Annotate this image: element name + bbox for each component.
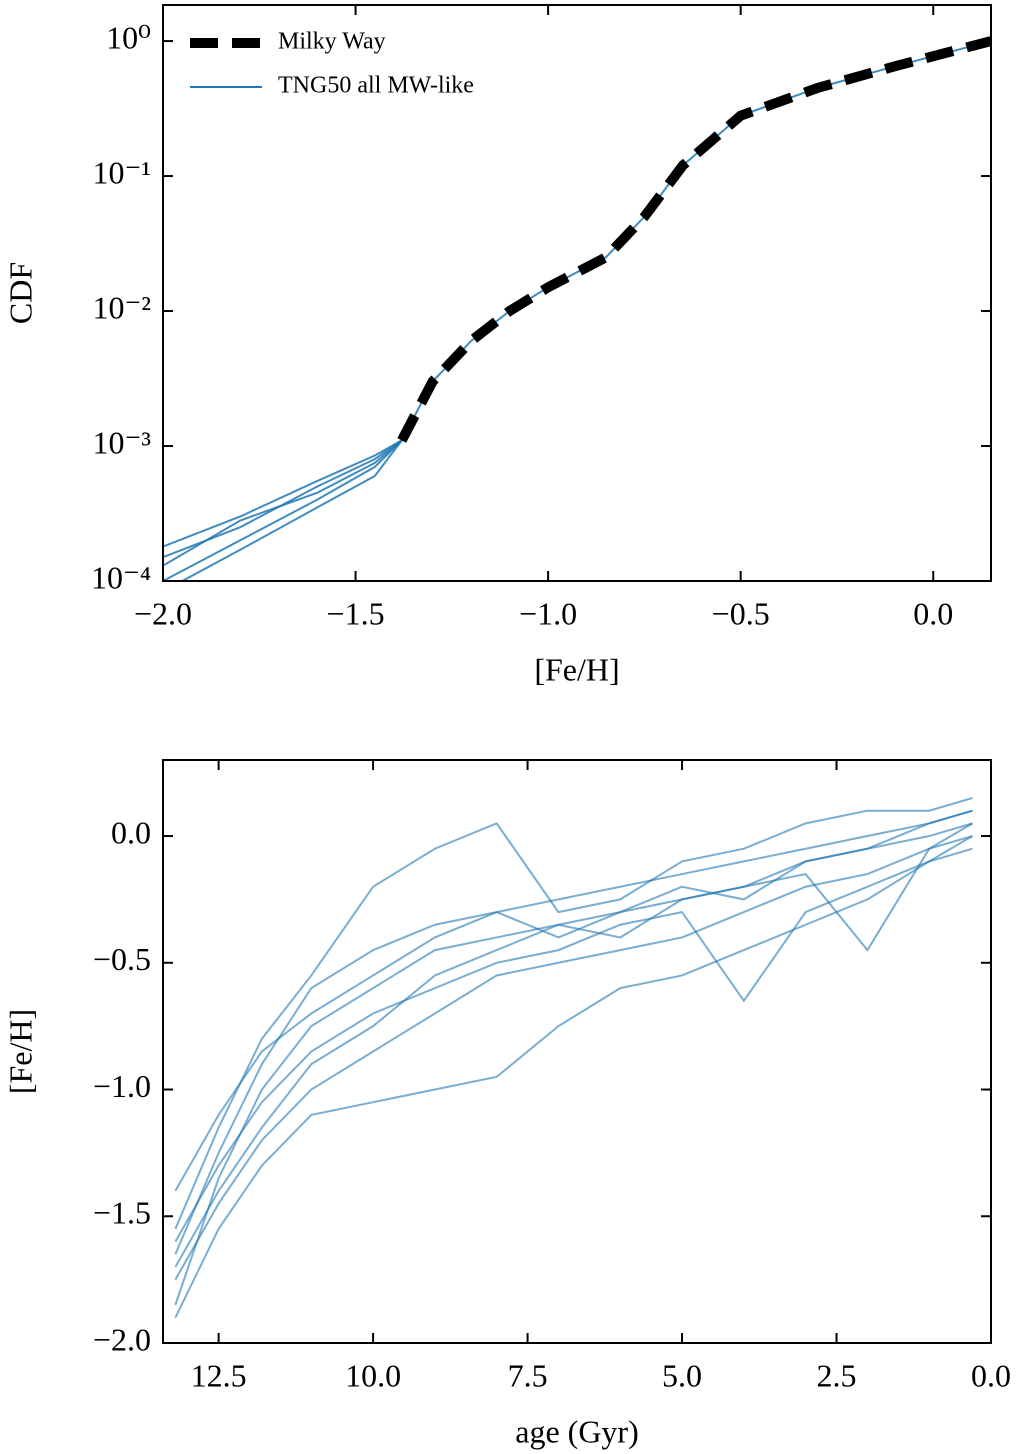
data-line <box>174 822 973 1268</box>
y-tick-label: −1.5 <box>93 1195 151 1231</box>
data-line <box>174 797 973 1230</box>
data-line <box>174 835 973 1281</box>
y-tick-label: 10⁻¹ <box>93 154 151 190</box>
x-tick-label: 7.5 <box>508 1357 548 1393</box>
x-tick-label: −2.0 <box>134 595 192 631</box>
x-tick-label: 5.0 <box>662 1357 702 1393</box>
data-line <box>174 809 973 1192</box>
plot-area <box>163 36 991 581</box>
y-tick-label: −2.0 <box>93 1321 151 1357</box>
x-tick-label: 2.5 <box>817 1357 857 1393</box>
x-tick-label: 12.5 <box>191 1357 247 1393</box>
data-line <box>163 439 403 581</box>
y-tick-label: −1.0 <box>93 1068 151 1104</box>
plot-area <box>174 797 973 1319</box>
x-tick-label: −1.5 <box>327 595 385 631</box>
data-line <box>397 36 991 443</box>
y-tick-label: −0.5 <box>93 941 151 977</box>
x-tick-label: 10.0 <box>345 1357 401 1393</box>
x-axis-label: [Fe/H] <box>534 651 619 687</box>
y-tick-label: 10⁻³ <box>93 424 151 460</box>
axes-frame <box>162 4 992 582</box>
legend-label: TNG50 all MW-like <box>278 73 474 99</box>
y-tick-label: 0.0 <box>111 814 151 850</box>
data-line <box>163 439 403 548</box>
x-tick-label: 0.0 <box>913 595 953 631</box>
x-tick-label: −0.5 <box>712 595 770 631</box>
data-line <box>174 847 973 1319</box>
data-line <box>163 439 403 567</box>
x-tick-label: −1.0 <box>519 595 577 631</box>
y-axis-label: CDF <box>2 262 38 324</box>
axes-frame <box>162 759 992 1344</box>
data-line <box>163 40 991 559</box>
y-axis-label: [Fe/H] <box>2 1009 38 1094</box>
x-tick-label: 0.0 <box>971 1357 1011 1393</box>
x-axis-label: age (Gyr) <box>515 1413 638 1449</box>
data-line <box>174 809 973 1255</box>
data-line <box>181 439 403 581</box>
data-line <box>174 822 973 1306</box>
y-tick-label: 10⁻² <box>93 289 151 325</box>
y-tick-label: 10⁻⁴ <box>91 559 151 595</box>
y-tick-label: 10⁰ <box>106 19 151 55</box>
legend-label: Milky Way <box>278 29 386 55</box>
data-line <box>174 835 973 1243</box>
